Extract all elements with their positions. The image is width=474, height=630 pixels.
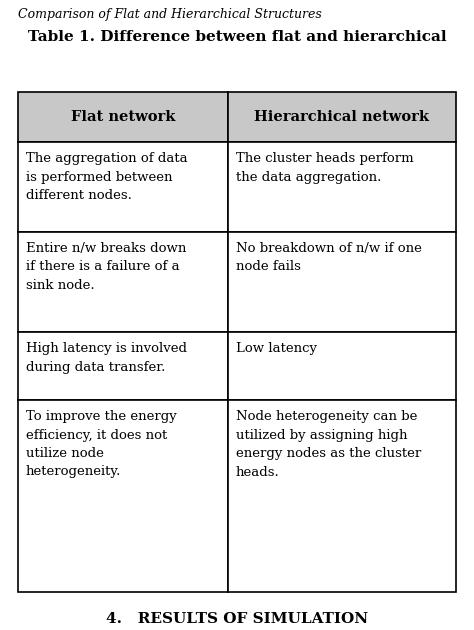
Text: High latency is involved
during data transfer.: High latency is involved during data tra…	[26, 342, 187, 374]
Text: Table 1. Difference between flat and hierarchical: Table 1. Difference between flat and hie…	[27, 30, 447, 44]
Bar	[228, 142, 456, 232]
Text: Node heterogeneity can be
utilized by assigning high
energy nodes as the cluster: Node heterogeneity can be utilized by as…	[236, 410, 421, 479]
Text: Flat network: Flat network	[71, 110, 175, 124]
Bar	[18, 400, 228, 592]
Text: No breakdown of n/w if one
node fails: No breakdown of n/w if one node fails	[236, 242, 422, 273]
Bar	[18, 142, 228, 232]
Text: Low latency: Low latency	[236, 342, 317, 355]
Bar	[228, 232, 456, 332]
Bar	[18, 92, 228, 142]
Text: The cluster heads perform
the data aggregation.: The cluster heads perform the data aggre…	[236, 152, 414, 183]
Bar	[228, 92, 456, 142]
Bar	[228, 332, 456, 400]
Bar	[18, 332, 228, 400]
Text: To improve the energy
efficiency, it does not
utilize node
heterogeneity.: To improve the energy efficiency, it doe…	[26, 410, 177, 479]
Text: Entire n/w breaks down
if there is a failure of a
sink node.: Entire n/w breaks down if there is a fai…	[26, 242, 186, 292]
Text: The aggregation of data
is performed between
different nodes.: The aggregation of data is performed bet…	[26, 152, 188, 202]
Bar	[18, 232, 228, 332]
Text: 4.   RESULTS OF SIMULATION: 4. RESULTS OF SIMULATION	[106, 612, 368, 626]
Text: Comparison of Flat and Hierarchical Structures: Comparison of Flat and Hierarchical Stru…	[18, 8, 322, 21]
Text: Hierarchical network: Hierarchical network	[255, 110, 429, 124]
Bar	[228, 400, 456, 592]
